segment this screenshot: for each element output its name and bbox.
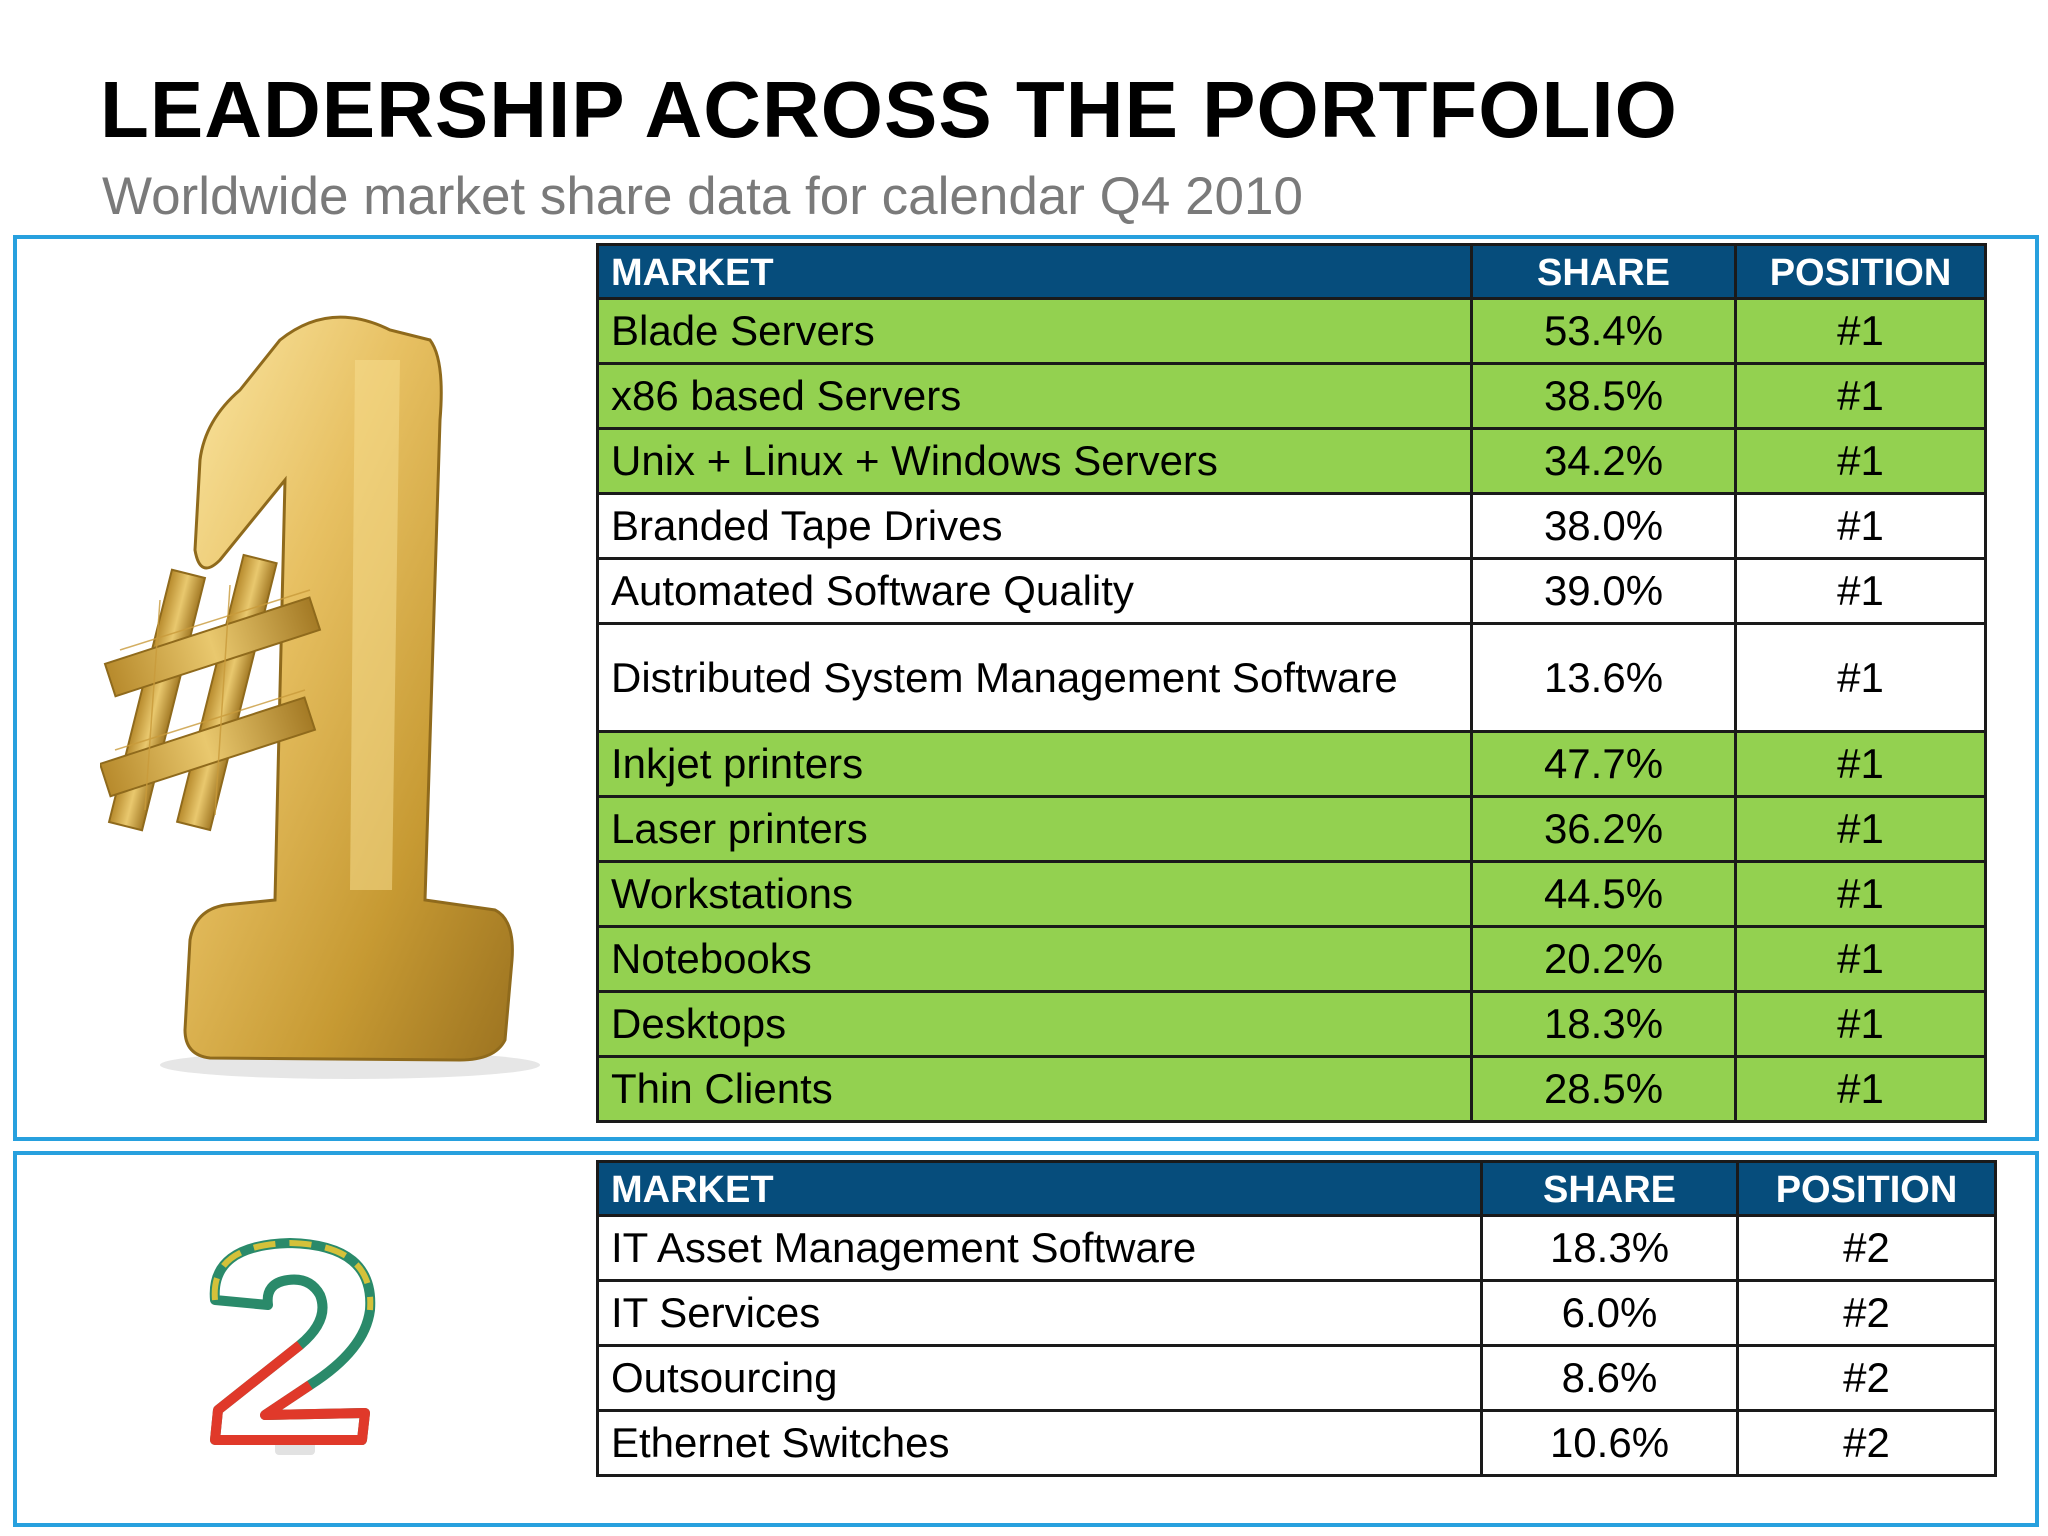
position-cell: #1: [1734, 1055, 1987, 1123]
table-row: Desktops 18.3% #1: [596, 990, 1987, 1058]
column-header-position: POSITION: [1734, 243, 1987, 300]
position-cell: #1: [1734, 622, 1987, 733]
market-cell: Laser printers: [596, 795, 1473, 863]
market-cell: Branded Tape Drives: [596, 492, 1473, 560]
number-one-gold-image: [100, 315, 540, 1079]
share-cell: 8.6%: [1480, 1344, 1739, 1412]
position-cell: #1: [1734, 795, 1987, 863]
share-cell: 38.0%: [1470, 492, 1737, 560]
share-cell: 18.3%: [1470, 990, 1737, 1058]
share-cell: 36.2%: [1470, 795, 1737, 863]
position-cell: #1: [1734, 730, 1987, 798]
market-cell: Desktops: [596, 990, 1473, 1058]
column-header-position: POSITION: [1736, 1160, 1997, 1217]
position-cell: #2: [1736, 1279, 1997, 1347]
share-cell: 53.4%: [1470, 297, 1737, 365]
table-row: IT Asset Management Software 18.3% #2: [596, 1214, 1997, 1282]
table-row: Inkjet printers 47.7% #1: [596, 730, 1987, 798]
position-cell: #1: [1734, 492, 1987, 560]
table-header-row: MARKET SHARE POSITION: [596, 243, 1987, 300]
table-row: IT Services 6.0% #2: [596, 1279, 1997, 1347]
market-cell: Blade Servers: [596, 297, 1473, 365]
share-cell: 47.7%: [1470, 730, 1737, 798]
market-cell: x86 based Servers: [596, 362, 1473, 430]
column-header-share: SHARE: [1470, 243, 1737, 300]
table-row: Ethernet Switches 10.6% #2: [596, 1409, 1997, 1477]
table-row: Laser printers 36.2% #1: [596, 795, 1987, 863]
position-cell: #2: [1736, 1344, 1997, 1412]
table-row: Distributed System Management Software 1…: [596, 622, 1987, 733]
position-cell: #1: [1734, 990, 1987, 1058]
share-cell: 34.2%: [1470, 427, 1737, 495]
table-row: Unix + Linux + Windows Servers 34.2% #1: [596, 427, 1987, 495]
table-row: Thin Clients 28.5% #1: [596, 1055, 1987, 1123]
share-cell: 39.0%: [1470, 557, 1737, 625]
position-cell: #2: [1736, 1214, 1997, 1282]
table-header-row: MARKET SHARE POSITION: [596, 1160, 1997, 1217]
table-row: Blade Servers 53.4% #1: [596, 297, 1987, 365]
share-cell: 10.6%: [1480, 1409, 1739, 1477]
rank-two-market-table: MARKET SHARE POSITION IT Asset Managemen…: [596, 1160, 1997, 1477]
share-cell: 38.5%: [1470, 362, 1737, 430]
market-cell: IT Services: [596, 1279, 1483, 1347]
table-row: Branded Tape Drives 38.0% #1: [596, 492, 1987, 560]
share-cell: 44.5%: [1470, 860, 1737, 928]
position-cell: #1: [1734, 362, 1987, 430]
market-cell: Automated Software Quality: [596, 557, 1473, 625]
position-cell: #1: [1734, 297, 1987, 365]
market-cell: Distributed System Management Software: [596, 622, 1473, 733]
rank-one-panel: [13, 235, 2039, 1141]
rank-two-panel: [13, 1151, 2039, 1527]
table-row: Workstations 44.5% #1: [596, 860, 1987, 928]
market-cell: Outsourcing: [596, 1344, 1483, 1412]
share-cell: 13.6%: [1470, 622, 1737, 733]
market-cell: Inkjet printers: [596, 730, 1473, 798]
table-row: Outsourcing 8.6% #2: [596, 1344, 1997, 1412]
market-cell: IT Asset Management Software: [596, 1214, 1483, 1282]
position-cell: #1: [1734, 860, 1987, 928]
share-cell: 28.5%: [1470, 1055, 1737, 1123]
number-two-candle-image: [209, 1238, 376, 1455]
share-cell: 20.2%: [1470, 925, 1737, 993]
page-subtitle: Worldwide market share data for calendar…: [102, 167, 1303, 226]
share-cell: 6.0%: [1480, 1279, 1739, 1347]
column-header-share: SHARE: [1480, 1160, 1739, 1217]
rank-one-market-table: MARKET SHARE POSITION Blade Servers 53.4…: [596, 243, 1987, 1123]
table-row: x86 based Servers 38.5% #1: [596, 362, 1987, 430]
market-cell: Unix + Linux + Windows Servers: [596, 427, 1473, 495]
position-cell: #1: [1734, 427, 1987, 495]
column-header-market: MARKET: [596, 1160, 1483, 1217]
market-cell: Workstations: [596, 860, 1473, 928]
share-cell: 18.3%: [1480, 1214, 1739, 1282]
market-cell: Notebooks: [596, 925, 1473, 993]
column-header-market: MARKET: [596, 243, 1473, 300]
table-row: Notebooks 20.2% #1: [596, 925, 1987, 993]
position-cell: #1: [1734, 557, 1987, 625]
position-cell: #2: [1736, 1409, 1997, 1477]
position-cell: #1: [1734, 925, 1987, 993]
market-cell: Thin Clients: [596, 1055, 1473, 1123]
market-cell: Ethernet Switches: [596, 1409, 1483, 1477]
table-row: Automated Software Quality 39.0% #1: [596, 557, 1987, 625]
page-title: LEADERSHIP ACROSS THE PORTFOLIO: [100, 65, 1678, 154]
